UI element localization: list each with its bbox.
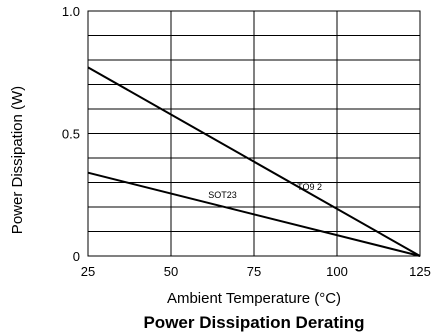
tick-labels: 25 50 75 100 125 0 0.5 1.0 [62,4,431,279]
x-tick-label: 50 [164,264,178,279]
chart-title: Power Dissipation Derating [143,313,364,332]
y-tick-label: 1.0 [62,4,80,19]
y-tick-label: 0 [73,249,80,264]
grid [88,11,420,256]
x-axis-label: Ambient Temperature (°C) [167,290,341,307]
y-axis-label: Power Dissipation (W) [9,86,26,234]
x-tick-label: 75 [247,264,261,279]
series-lines [87,66,421,257]
series-label-to92: TO9 2 [297,182,322,192]
series-line-1 [87,171,421,257]
series-label-sot23: SOT23 [208,190,237,200]
x-tick-label: 125 [409,264,431,279]
plot-frame [87,10,421,257]
x-tick-label: 100 [326,264,348,279]
y-tick-label: 0.5 [62,127,80,142]
x-tick-label: 25 [81,264,95,279]
series-line-0 [87,66,421,257]
